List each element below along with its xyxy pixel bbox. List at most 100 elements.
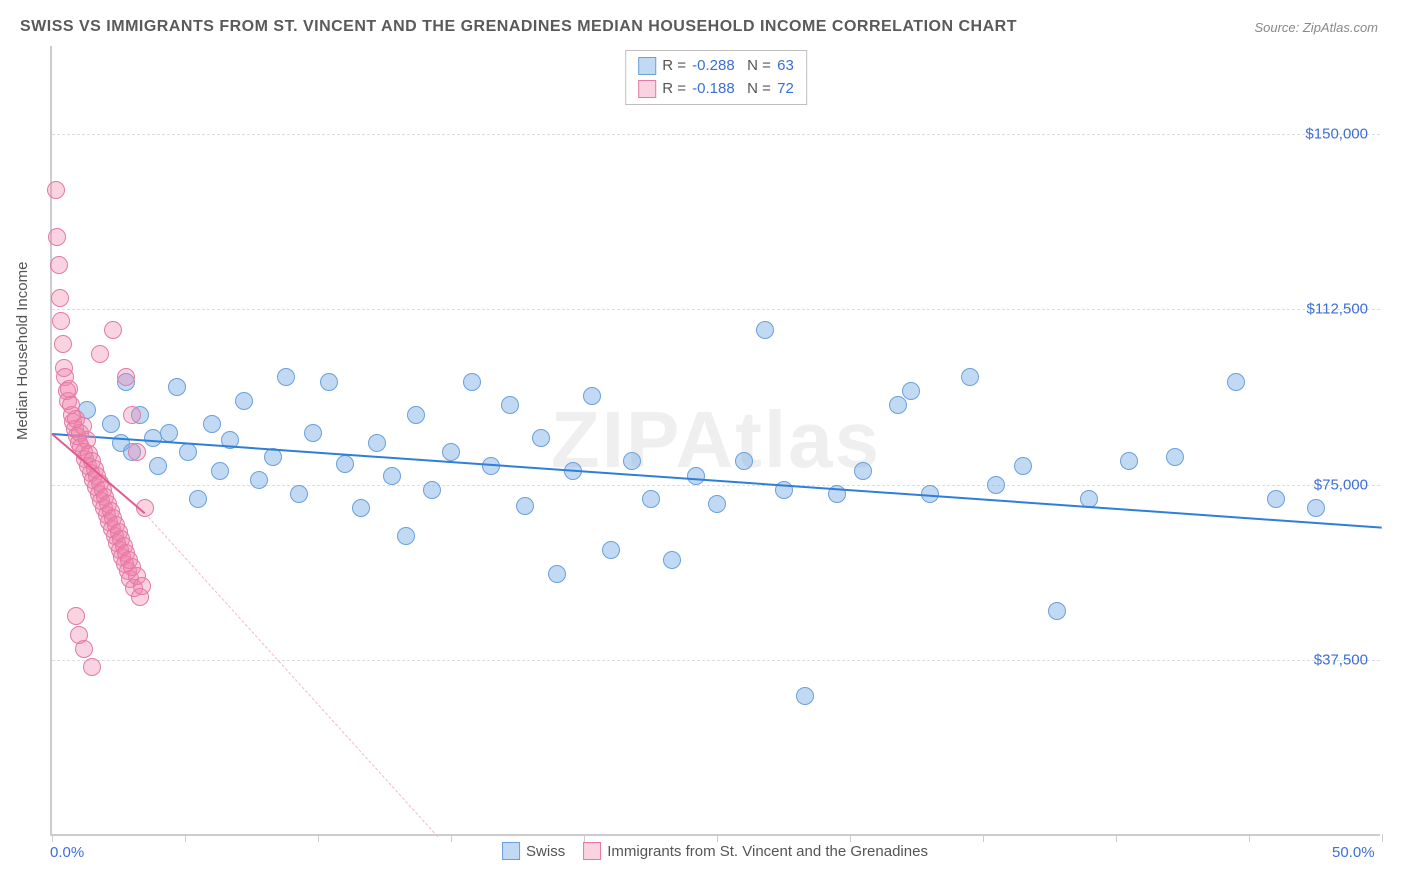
data-point [304,424,322,442]
trend-line-extrapolated [145,513,438,837]
data-point [516,497,534,515]
data-point [463,373,481,391]
data-point [149,457,167,475]
legend-swatch [502,842,520,860]
data-point [407,406,425,424]
x-axis-min-label: 0.0% [50,844,84,861]
data-point [91,345,109,363]
data-point [583,387,601,405]
x-tick [584,834,585,842]
gridline [52,309,1380,310]
legend-stat: R = -0.188 N = 72 [662,78,794,101]
data-point [735,452,753,470]
gridline [52,660,1380,661]
data-point [423,481,441,499]
y-axis-title: Median Household Income [14,262,31,440]
legend-stat: R = -0.288 N = 63 [662,55,794,78]
source-label: Source: ZipAtlas.com [1254,20,1378,35]
legend-item: Immigrants from St. Vincent and the Gren… [583,842,928,860]
data-point [602,541,620,559]
data-point [128,443,146,461]
data-point [189,490,207,508]
data-point [203,415,221,433]
data-point [854,462,872,480]
data-point [352,499,370,517]
data-point [442,443,460,461]
y-tick-label: $75,000 [1314,476,1368,493]
data-point [902,382,920,400]
data-point [52,312,70,330]
data-point [1166,448,1184,466]
legend-correlation: R = -0.288 N = 63 R = -0.188 N = 72 [625,50,807,105]
data-point [277,368,295,386]
legend-swatch [638,57,656,75]
legend-label: Immigrants from St. Vincent and the Gren… [607,843,928,860]
data-point [708,495,726,513]
data-point [179,443,197,461]
data-point [532,429,550,447]
x-axis-max-label: 50.0% [1332,844,1375,861]
x-tick [451,834,452,842]
legend-row: R = -0.288 N = 63 [638,55,794,78]
y-tick-label: $112,500 [1307,301,1368,318]
data-point [117,368,135,386]
data-point [60,380,78,398]
x-tick [717,834,718,842]
data-point [756,321,774,339]
data-point [48,228,66,246]
legend-series: Swiss Immigrants from St. Vincent and the… [502,842,928,860]
data-point [961,368,979,386]
data-point [50,256,68,274]
data-point [75,640,93,658]
data-point [168,378,186,396]
legend-label: Swiss [526,843,565,860]
data-point [83,658,101,676]
x-tick [1249,834,1250,842]
gridline [52,134,1380,135]
data-point [548,565,566,583]
data-point [104,321,122,339]
data-point [663,551,681,569]
x-tick [850,834,851,842]
data-point [67,607,85,625]
chart-title: SWISS VS IMMIGRANTS FROM ST. VINCENT AND… [20,18,1017,36]
data-point [102,415,120,433]
data-point [1014,457,1032,475]
data-point [796,687,814,705]
data-point [123,406,141,424]
data-point [320,373,338,391]
data-point [687,467,705,485]
legend-row: R = -0.188 N = 72 [638,78,794,101]
x-tick [1116,834,1117,842]
data-point [235,392,253,410]
legend-item: Swiss [502,842,565,860]
data-point [642,490,660,508]
data-point [987,476,1005,494]
data-point [211,462,229,480]
x-tick [318,834,319,842]
data-point [1267,490,1285,508]
data-point [889,396,907,414]
data-point [54,335,72,353]
data-point [1227,373,1245,391]
data-point [1048,602,1066,620]
data-point [397,527,415,545]
x-tick [1382,834,1383,842]
x-tick [52,834,53,842]
y-tick-label: $150,000 [1305,125,1368,142]
plot-area: ZIPAtlas R = -0.288 N = 63 R = -0.188 N … [50,46,1380,836]
data-point [383,467,401,485]
data-point [133,577,151,595]
legend-swatch [638,80,656,98]
data-point [336,455,354,473]
x-tick [983,834,984,842]
data-point [368,434,386,452]
data-point [290,485,308,503]
data-point [160,424,178,442]
y-tick-label: $37,500 [1314,652,1368,669]
data-point [1120,452,1138,470]
legend-swatch [583,842,601,860]
data-point [51,289,69,307]
data-point [250,471,268,489]
data-point [47,181,65,199]
